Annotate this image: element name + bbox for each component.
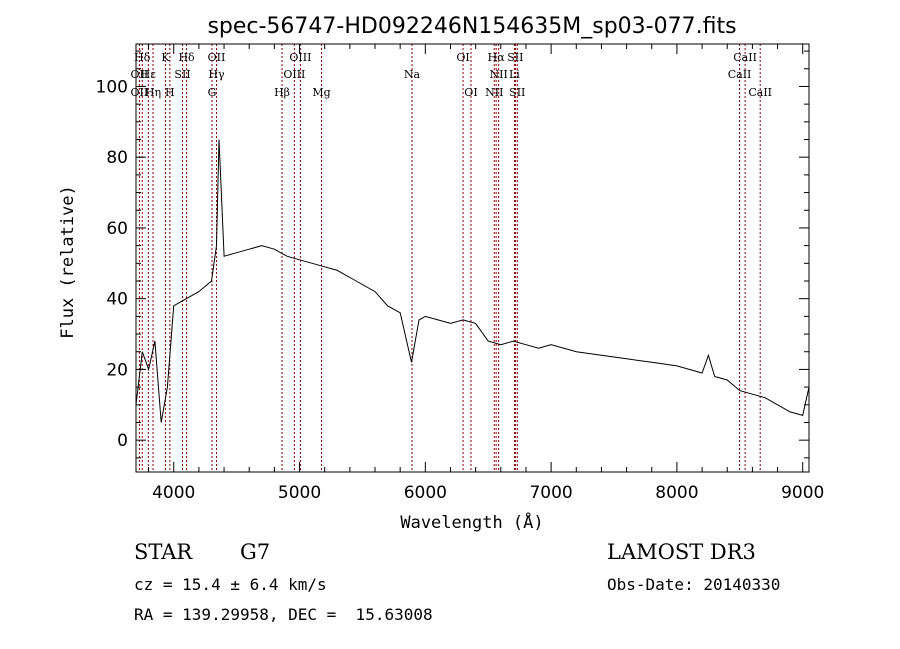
line-label-2: OII [131,86,149,99]
subclass: G7 [240,540,271,564]
plot-frame [135,43,810,473]
x-tick-label-8000: 8000 [655,483,698,503]
x-tick-label-5000: 5000 [278,483,321,503]
line-label-17: OI [456,51,469,64]
line-label-14: Hβ [274,86,290,99]
line-label-15: Mg [312,86,330,99]
x-tick-label-4000: 4000 [152,483,195,503]
line-label-19: Hα [488,51,506,64]
line-label-3: Hε [141,68,157,81]
line-label-1: OII [131,68,149,81]
line-label-20: SII [507,51,523,64]
line-label-10: Hγ [208,68,225,81]
x-axis-label: Wavelength (Å) [400,511,543,533]
y-tick-label-60: 60 [106,219,128,239]
x-axis: 4000 5000 6000 7000 8000 9000 [148,44,824,503]
line-label-23: NII [485,86,503,99]
line-label-8: Hδ [178,51,195,64]
line-label-25: CaII [733,51,757,64]
object-class: STAR [134,540,193,564]
spectrum-series [135,139,810,423]
y-axis: 0 20 40 60 80 100 [96,50,809,459]
spectral-line-markers [138,44,761,472]
redshift-readout: cz = 15.4 ± 6.4 km/s [134,575,327,594]
line-label-11: G [208,86,217,99]
x-tick-label-7000: 7000 [529,483,572,503]
line-label-4: Hη [145,86,161,99]
y-tick-label-40: 40 [106,290,128,310]
line-label-0: Hδ [134,51,151,64]
y-tick-label-0: 0 [117,431,128,451]
y-axis-label: Flux (relative) [58,185,78,339]
line-label-27: CaII [748,86,772,99]
coordinates: RA = 139.29958, DEC = 15.63008 [134,605,433,624]
line-label-21: NII [490,68,508,81]
line-label-9: OII [208,51,226,64]
line-label-6: SII [174,68,190,81]
x-tick-label-9000: 9000 [781,483,824,503]
x-tick-label-6000: 6000 [404,483,447,503]
y-tick-label-100: 100 [96,77,128,97]
line-label-13: OIII [283,68,305,81]
line-label-24: SII [509,86,525,99]
survey-name: LAMOST DR3 [607,540,756,564]
line-label-16: Na [404,68,421,81]
observation-date: Obs-Date: 20140330 [607,575,781,594]
line-label-7: H [165,86,175,99]
line-label-22: Li [509,68,520,81]
chart-title: spec-56747-HD092246N154635M_sp03-077.fit… [207,14,736,39]
line-label-12: OIII [289,51,311,64]
line-label-5: K [161,51,170,64]
line-label-26: CaII [728,68,752,81]
spectrum-line-0 [135,139,810,423]
line-label-18: OI [464,86,477,99]
y-tick-label-80: 80 [106,148,128,168]
y-tick-label-20: 20 [106,360,128,380]
